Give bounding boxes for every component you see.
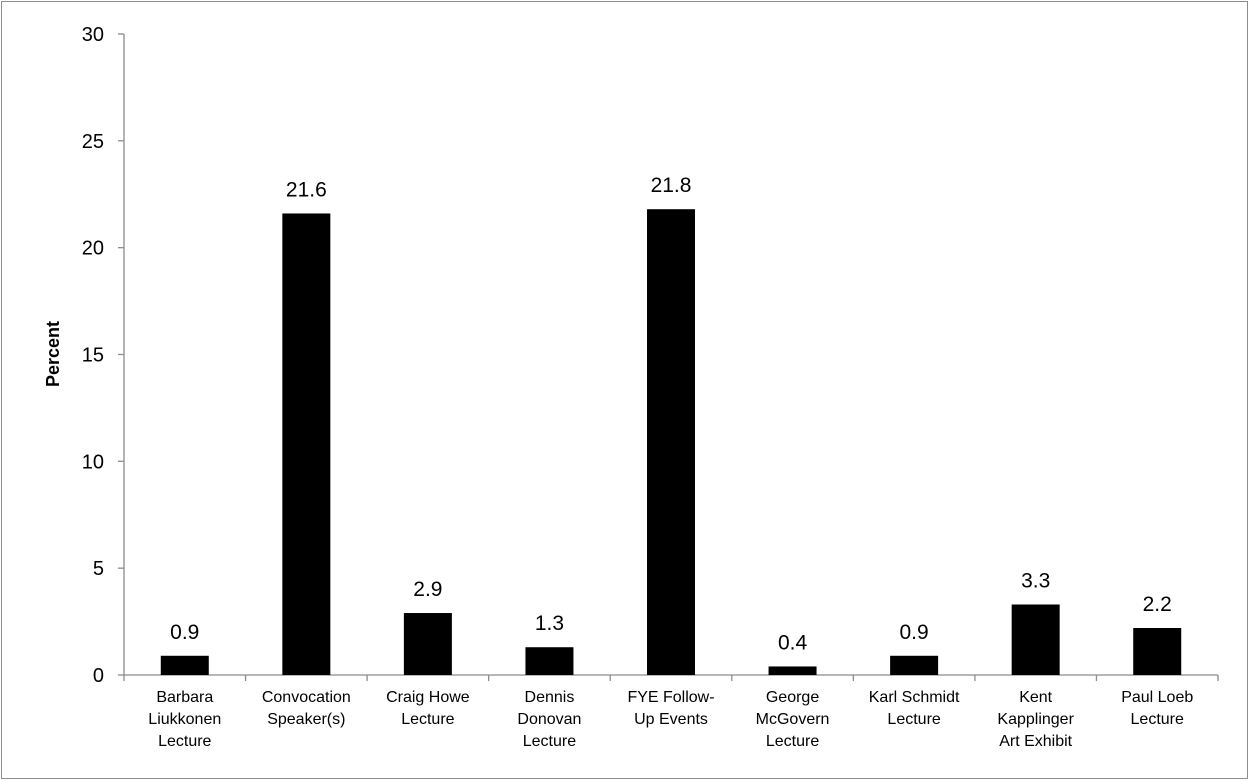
category-label: Paul Loeb Lecture [1121, 689, 1193, 728]
category-label-line: Kapplinger [997, 711, 1074, 728]
bar [282, 213, 331, 676]
category-label-line: Kent [1019, 689, 1052, 706]
bar [1011, 604, 1060, 675]
category-label-line: Convocation [262, 689, 351, 706]
bar [1133, 627, 1182, 675]
category-label-line: FYE Follow- [627, 689, 714, 706]
y-tick-label: 30 [82, 24, 104, 46]
data-labels: 0.9 21.6 2.9 1.3 21.8 0.4 0.9 3.3 2.2 [170, 174, 1172, 654]
category-label-line: Lecture [766, 733, 819, 750]
category-label: George McGovern Lecture [756, 689, 830, 750]
bar [160, 655, 209, 675]
category-labels: Barbara Liukkonen Lecture Convocation Speake… [148, 689, 1193, 750]
y-axis-title: Percent [43, 321, 63, 387]
bar [768, 666, 817, 675]
category-label-line: Craig Howe [386, 689, 470, 706]
category-label-line: George [766, 689, 819, 706]
category-label: Craig Howe Lecture [386, 689, 470, 728]
bar [525, 647, 574, 675]
category-label-line: Up Events [634, 711, 708, 728]
category-label: Dennis Donovan Lecture [517, 689, 581, 750]
category-label: Kent Kapplinger Art Exhibit [997, 689, 1074, 750]
data-label: 0.9 [170, 621, 199, 644]
data-label: 3.3 [1021, 569, 1050, 592]
data-label: 2.2 [1143, 593, 1172, 616]
category-label-line: Dennis [525, 689, 575, 706]
data-label: 0.4 [778, 631, 808, 654]
y-tick-label: 15 [82, 345, 104, 367]
y-tick-label: 25 [82, 131, 104, 153]
category-label: Barbara Liukkonen Lecture [148, 689, 221, 750]
bar [403, 613, 452, 675]
axis-ticks: 0 5 10 15 20 25 30 [82, 24, 1219, 687]
category-label-line: Speaker(s) [267, 711, 345, 728]
category-label: Convocation Speaker(s) [262, 689, 351, 728]
category-label: FYE Follow- Up Events [627, 689, 714, 728]
y-tick-label: 5 [93, 558, 104, 580]
category-label-line: Lecture [401, 711, 454, 728]
y-tick-label: 20 [82, 238, 104, 260]
category-label-line: Barbara [156, 689, 213, 706]
category-label-line: Paul Loeb [1121, 689, 1193, 706]
category-label-line: Art Exhibit [999, 733, 1072, 750]
category-label: Karl Schmidt Lecture [869, 689, 960, 728]
category-label-line: Liukkonen [148, 711, 221, 728]
bars [160, 209, 1182, 676]
data-label: 21.8 [651, 174, 692, 197]
category-label-line: Donovan [517, 711, 581, 728]
bar [647, 209, 695, 675]
category-label-line: McGovern [756, 711, 830, 728]
data-label: 0.9 [900, 621, 929, 644]
category-label-line: Lecture [523, 733, 576, 750]
y-tick-label: 10 [82, 451, 104, 473]
data-label: 1.3 [535, 612, 564, 635]
category-label-line: Lecture [158, 733, 211, 750]
bar [890, 655, 939, 675]
category-label-line: Karl Schmidt [869, 689, 960, 706]
data-label: 21.6 [286, 178, 327, 201]
category-label-line: Lecture [887, 711, 940, 728]
category-label-line: Lecture [1131, 711, 1184, 728]
y-tick-label: 0 [93, 665, 104, 687]
data-label: 2.9 [413, 578, 442, 601]
